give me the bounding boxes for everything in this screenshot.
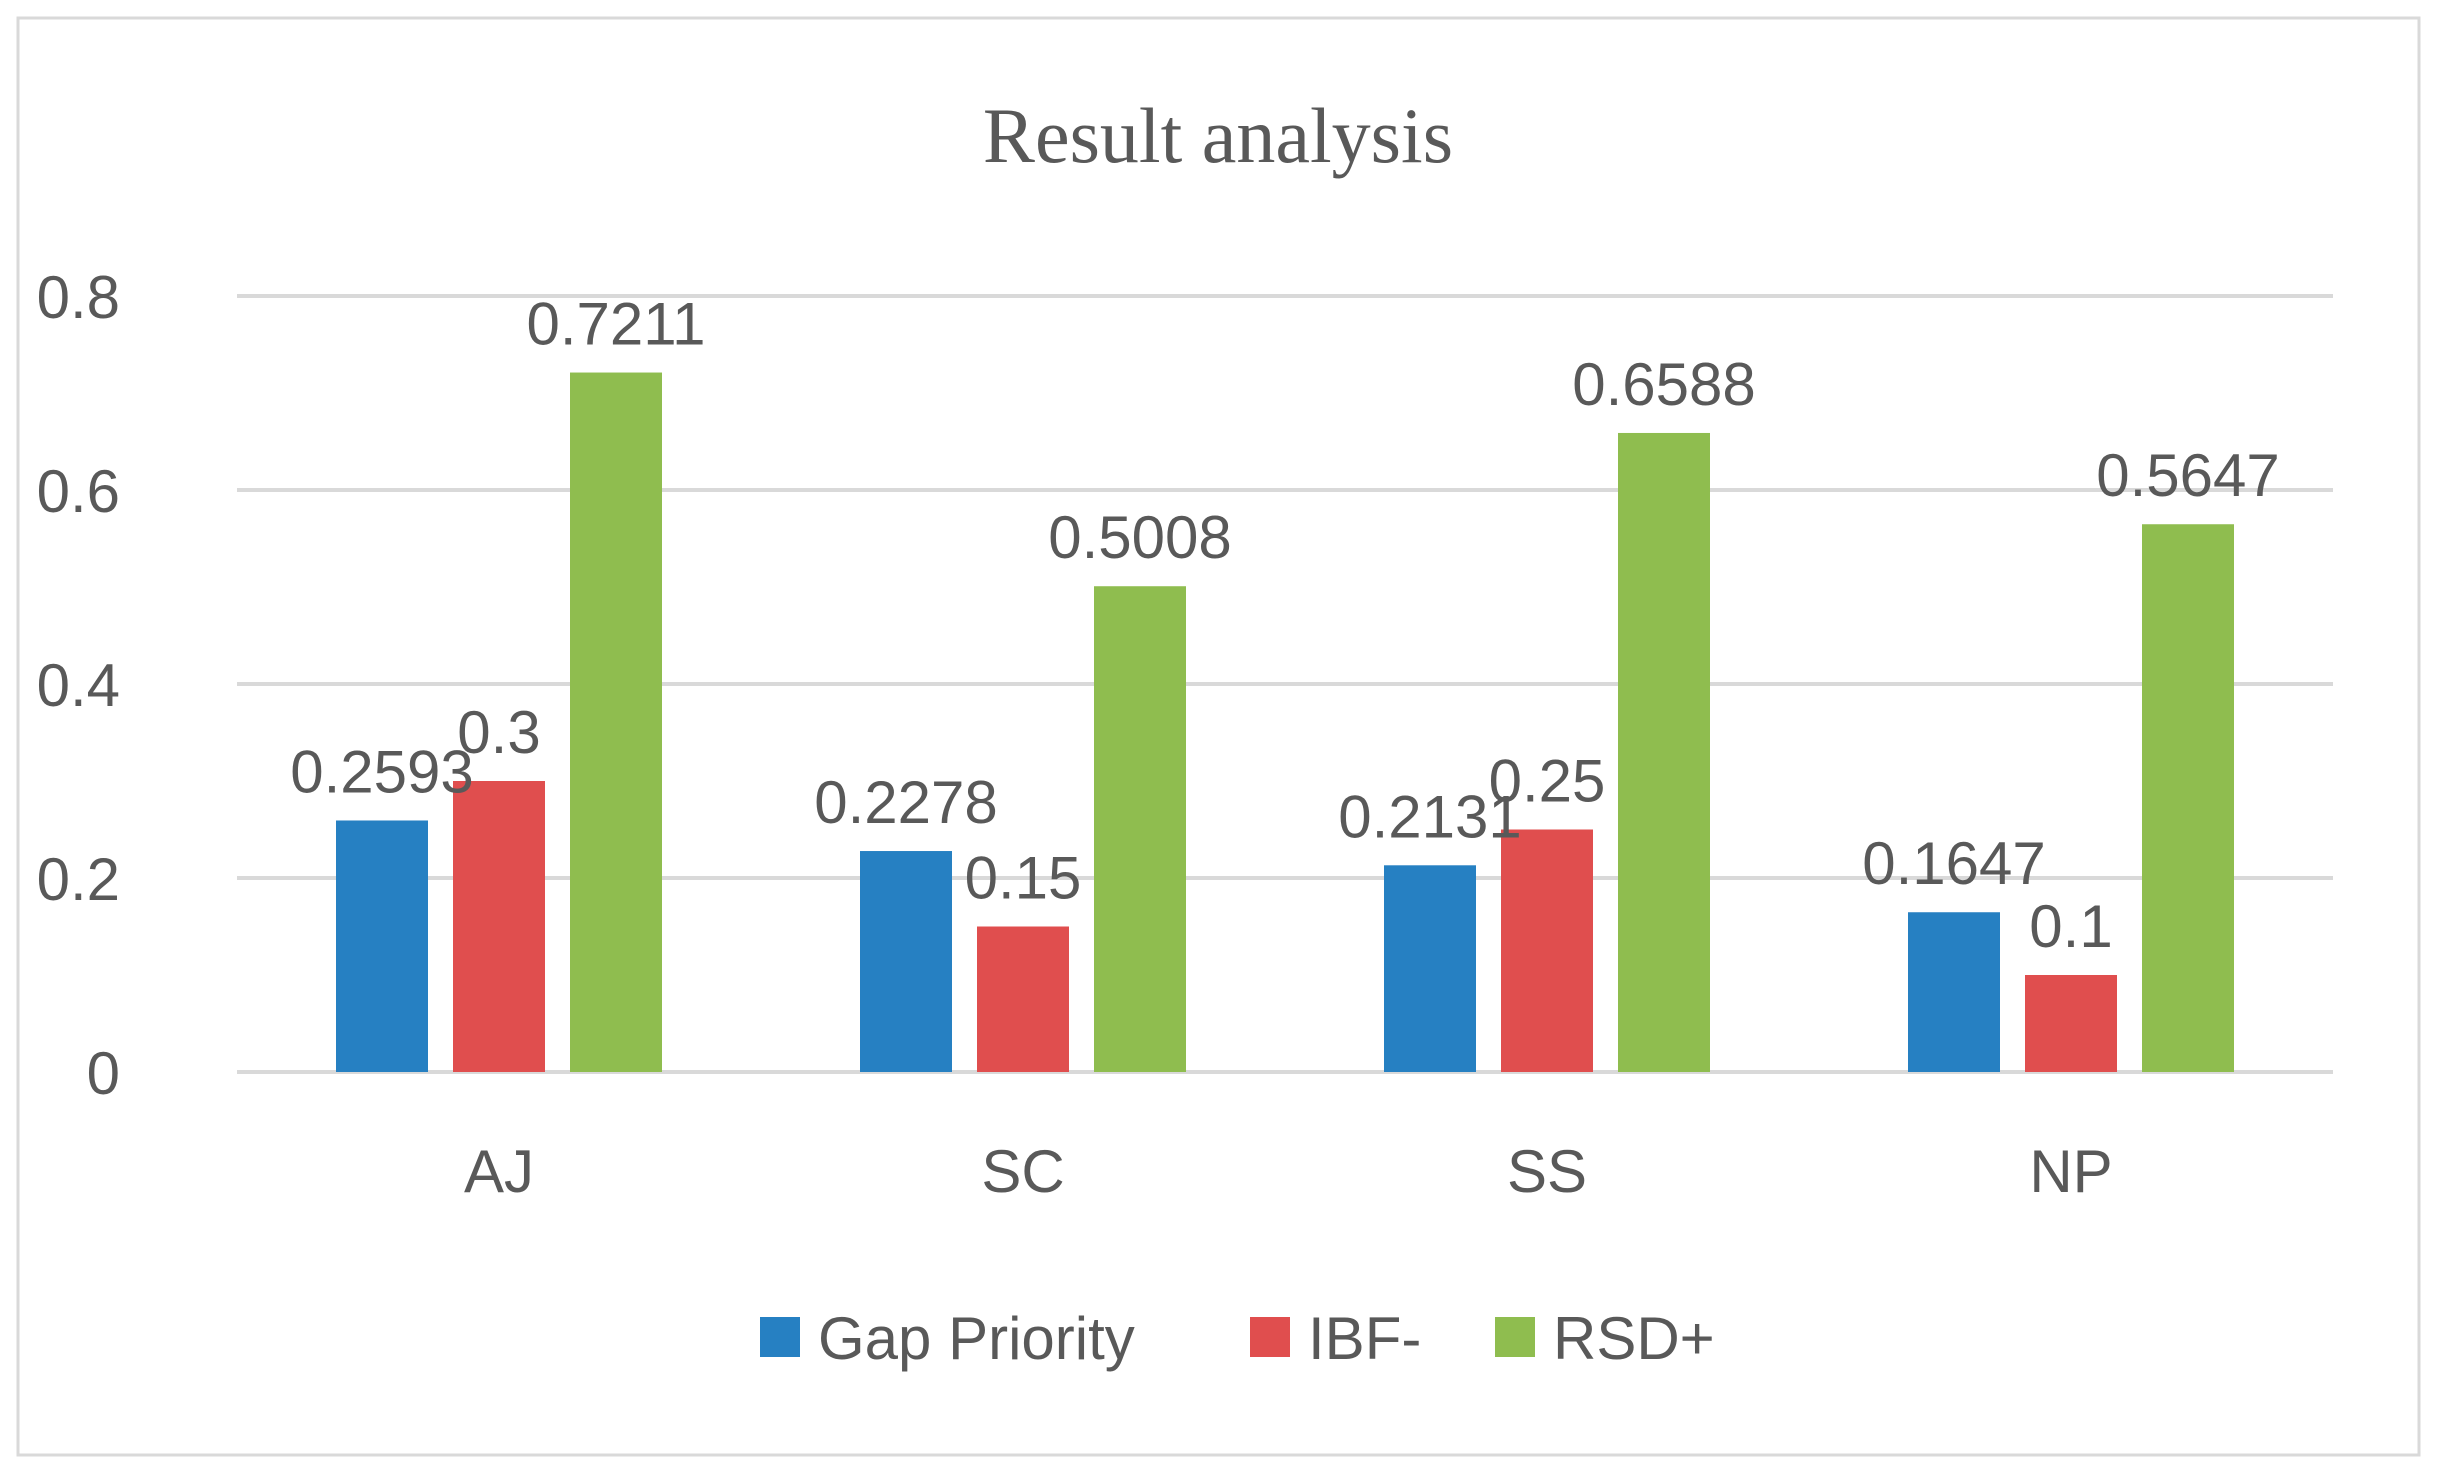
legend-swatch-1 <box>1250 1317 1290 1357</box>
data-label-np-0: 0.1647 <box>1862 830 2046 897</box>
bar-sc-1 <box>977 926 1069 1072</box>
x-tick-label-np: NP <box>2029 1138 2112 1205</box>
y-tick-label-2: 0.4 <box>37 652 120 719</box>
bar-aj-2 <box>570 372 662 1073</box>
legend: Gap Priority IBF- RSD+ <box>760 1305 1715 1372</box>
data-label-ss-2: 0.6588 <box>1572 351 1756 418</box>
data-label-sc-1: 0.15 <box>965 845 1082 912</box>
bar-ss-1 <box>1501 829 1593 1072</box>
chart-border <box>16 16 2421 1457</box>
y-axis-ticks: 0 0.2 0.4 0.6 0.8 <box>37 264 120 1107</box>
y-tick-label-1: 0.2 <box>37 846 120 913</box>
x-tick-label-sc: SC <box>981 1138 1064 1205</box>
data-label-sc-0: 0.2278 <box>814 769 998 836</box>
legend-label-2: RSD+ <box>1553 1305 1715 1372</box>
y-tick-label-4: 0.8 <box>37 264 120 331</box>
data-label-np-2: 0.5647 <box>2096 442 2280 509</box>
x-tick-label-aj: AJ <box>464 1138 534 1205</box>
y-tick-label-3: 0.6 <box>37 458 120 525</box>
bars <box>336 372 2234 1073</box>
legend-label-0: Gap Priority <box>818 1305 1135 1372</box>
bar-aj-1 <box>453 781 545 1072</box>
y-tick-label-0: 0 <box>87 1040 120 1107</box>
bar-np-0 <box>1908 912 2000 1072</box>
data-label-aj-2: 0.7211 <box>526 291 705 358</box>
bar-ss-0 <box>1384 865 1476 1072</box>
data-label-np-1: 0.1 <box>2029 893 2112 960</box>
data-label-aj-1: 0.3 <box>457 699 540 766</box>
x-tick-label-ss: SS <box>1507 1138 1587 1205</box>
data-label-ss-0: 0.2131 <box>1338 783 1522 850</box>
bar-np-2 <box>2142 524 2234 1072</box>
legend-swatch-2 <box>1495 1317 1535 1357</box>
bar-np-1 <box>2025 975 2117 1072</box>
data-label-sc-2: 0.5008 <box>1048 504 1232 571</box>
x-axis-ticks: AJ SC SS NP <box>464 1138 2113 1205</box>
data-label-aj-0: 0.2593 <box>290 738 474 805</box>
bar-aj-0 <box>336 820 428 1072</box>
data-label-ss-1: 0.25 <box>1489 748 1606 815</box>
chart-title: Result analysis <box>983 92 1453 179</box>
bar-sc-0 <box>860 851 952 1072</box>
bar-ss-2 <box>1618 432 1710 1072</box>
legend-swatch-0 <box>760 1317 800 1357</box>
bar-sc-2 <box>1094 586 1186 1072</box>
legend-label-1: IBF- <box>1308 1305 1421 1372</box>
